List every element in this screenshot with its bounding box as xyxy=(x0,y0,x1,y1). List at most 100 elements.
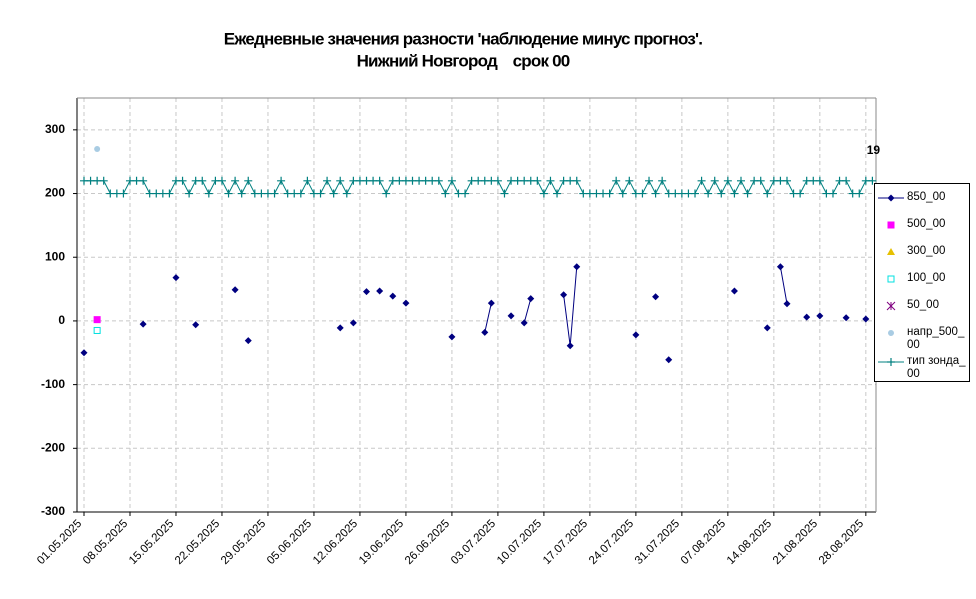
y-tick-label: 0 xyxy=(58,313,65,327)
point xyxy=(119,189,128,198)
legend-item: 850_00 xyxy=(875,191,969,205)
point xyxy=(723,176,732,185)
legend-label: 300_00 xyxy=(907,245,946,257)
point xyxy=(231,176,240,185)
point xyxy=(782,176,791,185)
point xyxy=(198,176,207,185)
point xyxy=(192,321,200,329)
point xyxy=(730,287,738,295)
legend-swatch xyxy=(887,221,895,229)
point xyxy=(638,189,647,198)
point xyxy=(244,176,253,185)
point xyxy=(665,356,673,364)
point xyxy=(389,292,397,300)
x-tick-label: 29.05.2025 xyxy=(219,518,268,567)
point xyxy=(645,176,654,185)
legend-label: 850_00 xyxy=(907,191,946,203)
point xyxy=(868,176,877,185)
point xyxy=(886,301,896,311)
point xyxy=(481,328,489,336)
point xyxy=(375,176,384,185)
point xyxy=(139,320,147,328)
point xyxy=(323,176,332,185)
point xyxy=(224,189,233,198)
point xyxy=(816,312,824,320)
legend-item: 500_00 xyxy=(875,218,969,232)
annotation: 19 xyxy=(867,143,881,157)
point xyxy=(546,176,555,185)
point xyxy=(93,326,101,334)
point xyxy=(743,189,752,198)
point xyxy=(329,189,338,198)
point xyxy=(172,274,180,282)
point xyxy=(887,358,895,366)
point xyxy=(296,189,305,198)
point xyxy=(204,189,213,198)
legend-item: тип зонда_00 xyxy=(875,355,969,381)
point xyxy=(697,176,706,185)
x-tick-label: 07.08.2025 xyxy=(679,518,728,567)
x-tick-label: 10.07.2025 xyxy=(495,518,544,567)
point xyxy=(776,263,784,271)
plot-area xyxy=(77,98,876,512)
point xyxy=(382,189,391,198)
point xyxy=(447,176,456,185)
point xyxy=(652,293,660,301)
legend-swatch xyxy=(878,194,904,202)
point xyxy=(303,176,312,185)
point xyxy=(539,189,548,198)
point xyxy=(507,312,515,320)
point xyxy=(231,286,239,294)
point xyxy=(815,176,824,185)
legend-swatch xyxy=(887,275,895,283)
point xyxy=(887,248,895,255)
y-tick-label: -300 xyxy=(41,504,65,518)
x-tick-label: 21.08.2025 xyxy=(771,518,820,567)
legend-item: 100_00 xyxy=(875,272,969,286)
chart-title: Ежедневные значения разности 'наблюдение… xyxy=(224,29,702,48)
point xyxy=(342,189,351,198)
point xyxy=(349,319,357,327)
point xyxy=(730,189,739,198)
point xyxy=(376,287,384,295)
point xyxy=(99,176,108,185)
y-tick-label: 100 xyxy=(45,249,65,263)
point xyxy=(842,176,851,185)
point xyxy=(434,176,443,185)
x-tick-label: 22.05.2025 xyxy=(173,518,222,567)
point xyxy=(796,189,805,198)
legend-swatch xyxy=(886,301,896,311)
x-tick-label: 31.07.2025 xyxy=(633,518,682,567)
point xyxy=(632,331,640,339)
y-tick-label: 300 xyxy=(45,122,65,136)
legend-swatch xyxy=(888,330,894,336)
x-tick-label: 24.07.2025 xyxy=(587,518,636,567)
legend-swatch xyxy=(878,358,904,366)
point xyxy=(625,176,634,185)
point xyxy=(500,189,509,198)
x-tick-label: 01.05.2025 xyxy=(35,518,84,567)
point xyxy=(842,314,850,322)
legend-label: 500_00 xyxy=(907,218,946,230)
x-tick-label: 05.06.2025 xyxy=(265,518,314,567)
point xyxy=(710,176,719,185)
point xyxy=(185,189,194,198)
y-tick-label: -200 xyxy=(41,440,65,454)
point xyxy=(572,176,581,185)
point xyxy=(448,333,456,341)
point xyxy=(244,337,252,345)
point xyxy=(270,189,279,198)
legend: 850_00 500_00 300_00 100_00 50_00 напр_500_00… xyxy=(874,183,970,382)
point xyxy=(560,291,568,299)
point xyxy=(363,288,371,296)
x-tick-label: 26.06.2025 xyxy=(403,518,452,567)
point xyxy=(80,349,88,357)
point xyxy=(402,299,410,307)
point xyxy=(139,176,148,185)
point xyxy=(756,176,765,185)
point xyxy=(783,300,791,308)
point xyxy=(533,176,542,185)
legend-item: 300_00 xyxy=(875,245,969,259)
legend-item: 50_00 xyxy=(875,299,969,313)
